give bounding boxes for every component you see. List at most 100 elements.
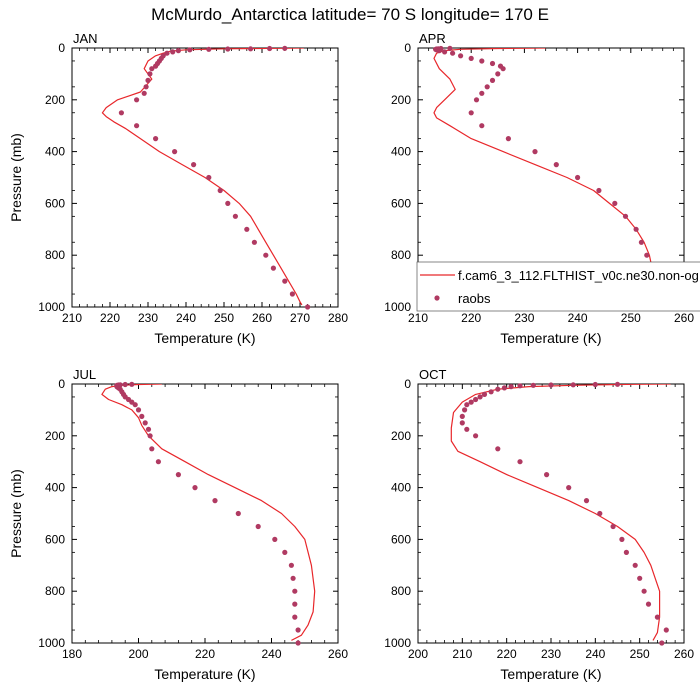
- obs-point: [305, 304, 311, 310]
- obs-point: [575, 174, 581, 181]
- y-tick-label: 400: [45, 145, 65, 159]
- obs-point: [225, 46, 231, 52]
- obs-point: [473, 433, 479, 439]
- obs-point: [553, 162, 559, 168]
- obs-point: [134, 97, 140, 103]
- obs-point: [263, 252, 269, 258]
- obs-point: [272, 536, 278, 543]
- obs-point: [141, 90, 147, 96]
- x-axis-label: Temperature (K): [154, 330, 255, 346]
- obs-point: [501, 385, 507, 391]
- obs-point: [143, 84, 149, 90]
- obs-point: [532, 149, 538, 155]
- panel-jul: 180 200 220 240 260 0 200 400 600 800 1000 JUL Tempe…: [8, 367, 348, 682]
- y-tick-label: 600: [391, 196, 411, 210]
- obs-point: [438, 45, 444, 52]
- obs-point: [290, 575, 296, 581]
- obs-point: [497, 63, 504, 69]
- y-tick-label: 200: [391, 429, 411, 443]
- obs-point: [175, 472, 181, 478]
- obs-point: [147, 433, 153, 439]
- panel-title-jan: JAN: [73, 31, 98, 46]
- obs-point: [164, 50, 170, 56]
- y-tick-label: 200: [391, 93, 411, 107]
- obs-point: [145, 77, 151, 83]
- obs-point: [473, 97, 480, 103]
- legend-obs-marker: [434, 295, 440, 301]
- legend-obs-label: raobs: [458, 291, 491, 306]
- model-profile-line: [433, 48, 653, 305]
- model-profile-line: [101, 384, 316, 641]
- obs-point: [495, 386, 501, 392]
- obs-point: [597, 510, 603, 517]
- x-tick-label: 250: [630, 647, 650, 661]
- x-tick-label: 230: [138, 311, 158, 325]
- y-axis-label: Pressure (mb): [8, 469, 24, 558]
- x-tick-label: 230: [514, 311, 534, 325]
- x-tick-label: 240: [176, 311, 196, 325]
- obs-point: [295, 640, 301, 646]
- x-tick-label: 200: [128, 647, 148, 661]
- obs-point: [235, 510, 241, 517]
- y-tick-label: 1000: [384, 300, 411, 314]
- y-tick-label: 0: [404, 377, 411, 391]
- y-tick-label: 600: [45, 196, 65, 210]
- obs-point: [489, 60, 496, 67]
- obs-point: [612, 200, 618, 206]
- x-axis-label: Temperature (K): [154, 666, 255, 682]
- obs-point: [517, 459, 523, 465]
- legend-box: [416, 261, 700, 312]
- y-tick-label: 400: [391, 481, 411, 495]
- obs-point: [282, 45, 288, 51]
- obs-point: [468, 110, 474, 116]
- x-tick-label: 220: [195, 647, 215, 661]
- obs-point: [145, 426, 152, 432]
- panel-title-jul: JUL: [73, 367, 96, 382]
- obs-point: [129, 381, 135, 387]
- x-tick-label: 240: [261, 647, 281, 661]
- obs-point: [508, 384, 514, 390]
- obs-point: [468, 55, 474, 62]
- x-tick-label: 200: [408, 647, 428, 661]
- obs-point: [139, 413, 145, 419]
- y-tick-label: 600: [45, 532, 65, 546]
- obs-point: [619, 536, 625, 543]
- obs-point: [135, 407, 142, 413]
- obs-point: [633, 226, 639, 232]
- obs-point: [464, 426, 470, 432]
- obs-point: [206, 46, 212, 52]
- x-tick-label: 260: [328, 647, 348, 661]
- obs-point: [191, 162, 197, 168]
- panel-oct: 200 210 220 230 240 250 260 0 200 400 600 800 1000 OC…: [384, 367, 694, 682]
- obs-point: [232, 213, 238, 219]
- obs-point: [654, 614, 661, 620]
- obs-point: [548, 382, 554, 388]
- obs-point: [282, 278, 288, 284]
- obs-point: [488, 389, 494, 395]
- obs-point: [479, 90, 485, 96]
- y-tick-label: 400: [391, 145, 411, 159]
- obs-point: [175, 48, 181, 54]
- x-axis-label: Temperature (K): [500, 330, 601, 346]
- panels: 210 220 230 240 250 260 270 280 0 200 400 600 800 100…: [8, 31, 694, 682]
- obs-point: [187, 47, 193, 53]
- obs-point: [206, 174, 212, 181]
- obs-point: [517, 383, 523, 389]
- obs-point: [270, 265, 276, 271]
- obs-point: [292, 588, 298, 594]
- obs-point: [212, 498, 218, 504]
- obs-point: [566, 485, 572, 491]
- plot-frame: [71, 47, 339, 308]
- x-tick-label: 240: [585, 647, 605, 661]
- obs-point: [122, 381, 128, 388]
- obs-point: [489, 77, 496, 83]
- obs-point: [505, 136, 511, 142]
- legend-model-label: f.cam6_3_112.FLTHIST_v0c.ne30.non-og: [458, 268, 699, 283]
- obs-point: [479, 58, 485, 64]
- x-tick-label: 210: [62, 311, 82, 325]
- obs-point: [610, 523, 616, 530]
- obs-point: [544, 472, 550, 478]
- obs-point: [292, 614, 298, 620]
- obs-point: [596, 187, 602, 194]
